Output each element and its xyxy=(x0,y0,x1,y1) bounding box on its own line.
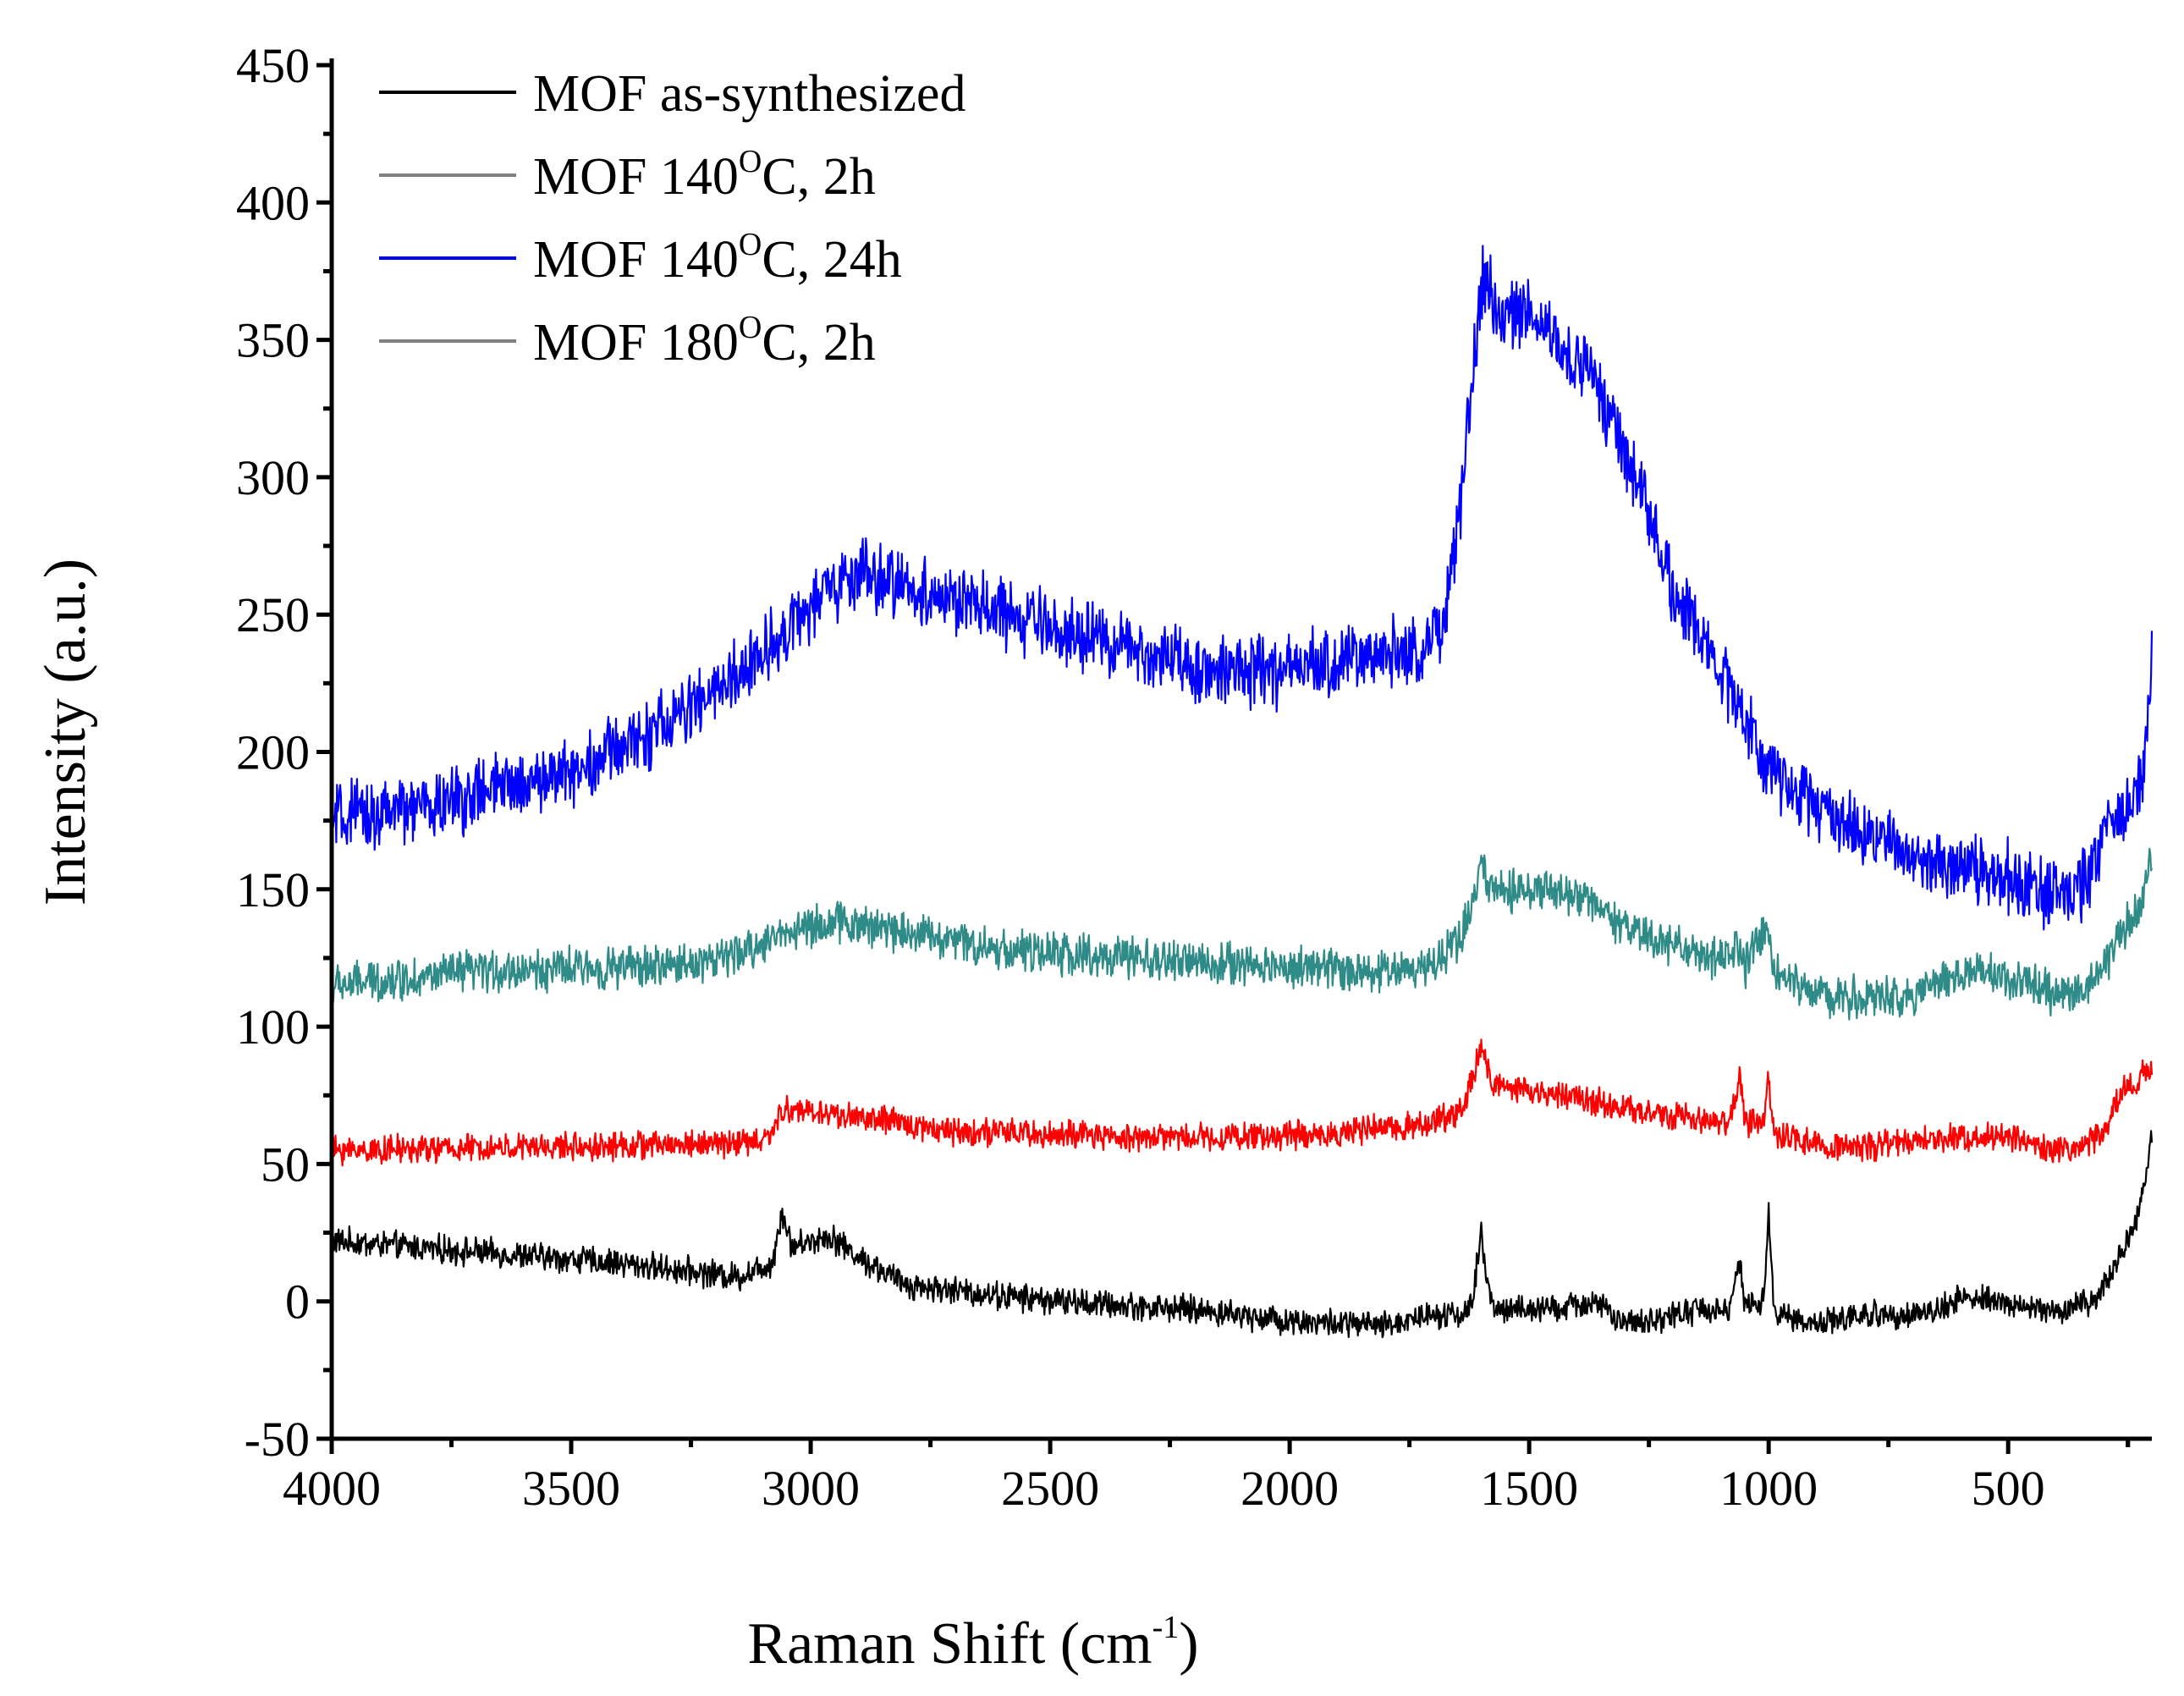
legend-label-4: MOF 180OC, 2h xyxy=(533,310,876,372)
legend-label-2: MOF 140OC, 2h xyxy=(533,144,876,206)
y-tick-label: 200 xyxy=(236,725,310,780)
y-tick-label: 300 xyxy=(236,450,310,505)
y-tick-label: -50 xyxy=(245,1412,310,1467)
y-tick-label: 350 xyxy=(236,313,310,368)
series-line-1 xyxy=(330,1130,2154,1339)
x-axis-title: Raman Shift (cm-1) xyxy=(747,1610,1198,1677)
legend: MOF as-synthesized MOF 140OC, 2h MOF 140OC… xyxy=(379,65,965,372)
x-tick-label: 3000 xyxy=(762,1461,860,1516)
x-tick-label: 2500 xyxy=(1001,1461,1099,1516)
y-tick-label: 450 xyxy=(236,38,310,93)
legend-label-3: MOF 140OC, 24h xyxy=(533,227,902,289)
y-tick-label: 100 xyxy=(236,999,310,1054)
legend-label-1: MOF as-synthesized xyxy=(533,65,965,123)
y-axis-title: Intensity (a.u.) xyxy=(33,559,98,906)
x-axis-title-superscript: -1 xyxy=(1153,1610,1180,1645)
axes-layer: -50 0 50 100 150 200 250 300 350 400 450 4000 3500 30… xyxy=(236,38,2152,1516)
x-tick-label: 3500 xyxy=(522,1461,620,1516)
x-tick-label: 500 xyxy=(1972,1461,2045,1516)
series-line-4 xyxy=(330,245,2154,931)
y-tick-label: 400 xyxy=(236,175,310,230)
y-tick-label: 150 xyxy=(236,862,310,917)
y-tick-label: 250 xyxy=(236,587,310,642)
x-tick-label: 4000 xyxy=(283,1461,381,1516)
y-tick-label: 0 xyxy=(285,1275,310,1330)
x-tick-label: 2000 xyxy=(1241,1461,1339,1516)
x-tick-label: 1000 xyxy=(1719,1461,1818,1516)
series-line-3 xyxy=(330,847,2154,1021)
series-layer xyxy=(330,245,2154,1339)
series-line-2 xyxy=(330,1038,2154,1167)
y-tick-label: 50 xyxy=(261,1137,310,1192)
x-tick-label: 1500 xyxy=(1480,1461,1578,1516)
